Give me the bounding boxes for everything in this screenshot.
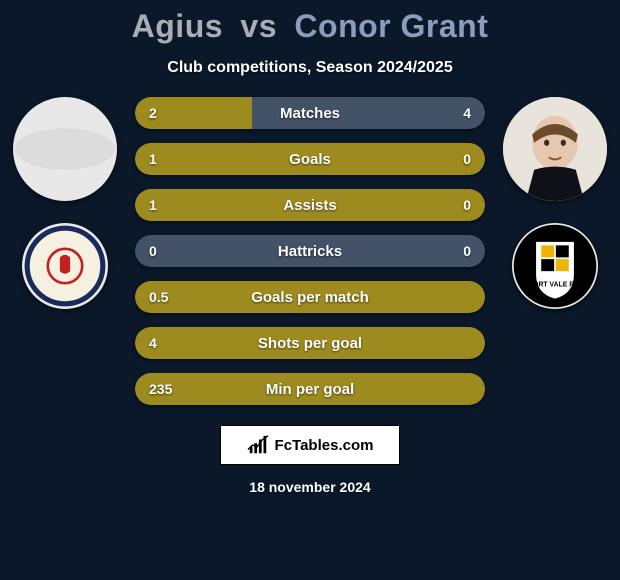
stat-value-left: 4 [149,335,157,351]
stat-row: Matches 2 4 [135,97,485,129]
chart-area: Matches24Goals10Assists10Hattricks00Goal… [0,97,620,405]
club-badge-icon [22,223,108,309]
stat-label: Min per goal [266,381,354,398]
stat-value-left: 0 [149,243,157,259]
stat-value-left: 0.5 [149,289,168,305]
player2-club-badge: PORT VALE F.C. [512,223,598,309]
stat-value-left: 1 [149,151,157,167]
page-title: Agius vs Conor Grant [132,8,489,45]
left-column [5,97,125,309]
stat-label: Shots per goal [258,335,362,352]
player-face-icon [503,97,607,201]
stat-label: Goals [289,151,331,168]
player1-club-badge [22,223,108,309]
root: Agius vs Conor Grant Club competitions, … [0,0,620,580]
stat-label: Matches [280,105,340,122]
right-column: PORT VALE F.C. [495,97,615,309]
stat-label: Hattricks [278,243,342,260]
player2-name: Conor Grant [294,8,488,44]
stat-value-left: 235 [149,381,172,397]
branding-text: FcTables.com [275,437,374,454]
player2-avatar [503,97,607,201]
stats-column: Matches24Goals10Assists10Hattricks00Goal… [135,97,485,405]
stat-row: Goals per match 0.5 [135,281,485,313]
date-label: 18 november 2024 [249,479,370,495]
stat-value-left: 2 [149,105,157,121]
vs-label: vs [240,8,277,44]
subtitle: Club competitions, Season 2024/2025 [167,59,452,77]
stat-row: Shots per goal 4 [135,327,485,359]
player1-avatar [13,97,117,201]
stat-value-right: 0 [463,197,471,213]
stat-row: Min per goal 235 [135,373,485,405]
stat-value-right: 4 [463,105,471,121]
player1-name: Agius [132,8,223,44]
club-badge-icon: PORT VALE F.C. [512,223,598,309]
stat-row: Hattricks 0 0 [135,235,485,267]
chart-icon [247,434,269,456]
svg-text:PORT VALE F.C.: PORT VALE F.C. [529,282,582,289]
stat-label: Goals per match [251,289,369,306]
stat-row: Assists 1 0 [135,189,485,221]
branding-box: FcTables.com [220,425,400,465]
stat-label: Assists [283,197,336,214]
stat-value-right: 0 [463,243,471,259]
stat-value-left: 1 [149,197,157,213]
stat-row: Goals 1 0 [135,143,485,175]
stat-value-right: 0 [463,151,471,167]
avatar-placeholder-icon [13,97,117,201]
